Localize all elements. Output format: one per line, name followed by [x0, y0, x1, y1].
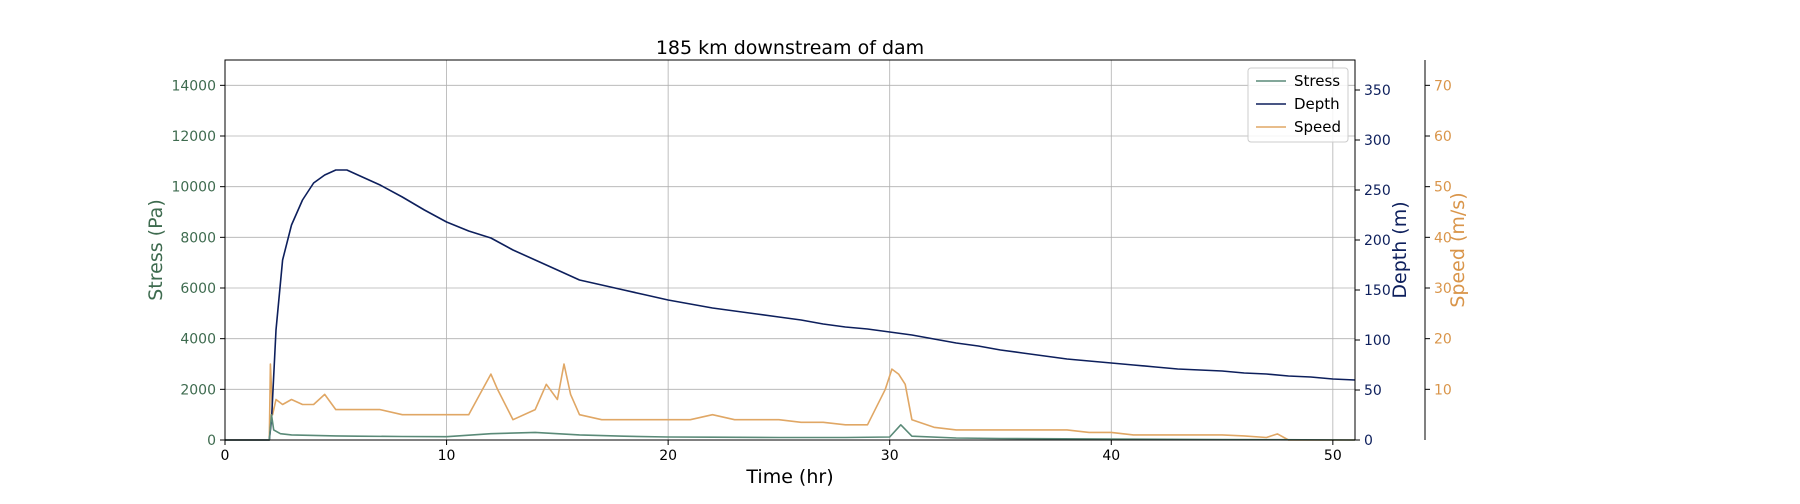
x-tick-label: 20: [659, 448, 677, 464]
stress-tick-label: 12000: [171, 129, 216, 145]
legend-label-stress: Stress: [1294, 72, 1340, 90]
grid: [225, 60, 1355, 440]
x-tick-label: 10: [438, 448, 456, 464]
x-tick-label: 40: [1102, 448, 1120, 464]
stress-axis-title: Stress (Pa): [145, 199, 167, 301]
depth-tick-label: 250: [1364, 183, 1391, 199]
chart-title: 185 km downstream of dam: [656, 37, 924, 59]
stress-tick-label: 2000: [180, 382, 216, 398]
legend-label-speed: Speed: [1294, 118, 1341, 136]
x-tick-label: 30: [881, 448, 899, 464]
stress-tick-label: 14000: [171, 78, 216, 94]
speed-tick-label: 10: [1434, 382, 1452, 398]
depth-tick-label: 150: [1364, 283, 1391, 299]
speed-tick-label: 30: [1434, 281, 1452, 297]
x-axis-title: Time (hr): [745, 466, 833, 488]
depth-tick-label: 100: [1364, 333, 1391, 349]
legend-box: [1247, 67, 1349, 143]
speed-tick-label: 20: [1434, 332, 1452, 348]
series-line-stress: [225, 413, 1356, 441]
depth-tick-label: 200: [1364, 233, 1391, 249]
speed-tick-label: 50: [1434, 180, 1452, 196]
series-line-depth: [225, 169, 1356, 441]
speed-tick-label: 70: [1434, 78, 1452, 94]
depth-tick-label: 0: [1364, 433, 1373, 449]
axes: 0 10 20 30 40 5002000400060008000100001200014…: [145, 60, 1469, 464]
series-line-speed: [225, 363, 1355, 441]
depth-axis-title: Depth (m): [1389, 201, 1411, 298]
depth-tick-label: 300: [1364, 133, 1391, 149]
plot-frame: [224, 59, 1356, 441]
speed-tick-label: 40: [1434, 230, 1452, 246]
depth-tick-label: 50: [1364, 383, 1382, 399]
legend: Stress Depth Speed: [1247, 67, 1349, 143]
speed-tick-label: 60: [1434, 129, 1452, 145]
x-tick-label: 50: [1324, 448, 1342, 464]
speed-axis-title: Speed (m/s): [1447, 192, 1469, 307]
legend-label-depth: Depth: [1294, 95, 1340, 113]
stress-tick-label: 8000: [180, 230, 216, 246]
stress-tick-label: 6000: [180, 281, 216, 297]
x-tick-label: 0: [221, 448, 230, 464]
depth-tick-label: 350: [1364, 83, 1391, 99]
stress-tick-label: 0: [207, 433, 216, 449]
series-layer: [225, 169, 1356, 441]
stress-tick-label: 10000: [171, 180, 216, 196]
stress-tick-label: 4000: [180, 332, 216, 348]
